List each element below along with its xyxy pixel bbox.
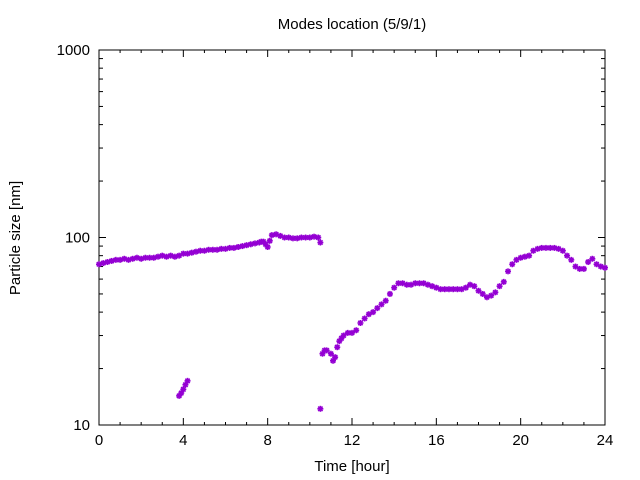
data-point: [454, 286, 461, 293]
data-point: [266, 237, 273, 244]
data-point: [180, 386, 187, 393]
data-point: [334, 344, 341, 351]
y-tick-label: 10: [73, 417, 90, 434]
data-point: [505, 268, 512, 275]
data-point: [317, 239, 324, 246]
data-point: [526, 252, 533, 259]
data-point: [340, 332, 347, 339]
data-point: [357, 319, 364, 326]
data-point: [205, 246, 212, 253]
data-point: [171, 253, 178, 260]
data-point: [353, 327, 360, 334]
plot-area: [98, 49, 606, 426]
data-point: [184, 377, 191, 384]
data-point: [559, 247, 566, 254]
y-tick-label: 1000: [57, 42, 90, 59]
data-point: [96, 261, 102, 268]
x-tick-label: 12: [344, 432, 361, 449]
minor-ticks: [99, 50, 605, 425]
data-point: [509, 261, 516, 268]
y-axis: 10 100 1000: [57, 42, 605, 434]
data-point: [382, 297, 389, 304]
data-point: [462, 284, 469, 291]
data-point: [155, 253, 162, 260]
data-points: [96, 231, 608, 412]
data-point: [572, 263, 579, 270]
x-axis-label: Time [hour]: [314, 458, 389, 475]
x-tick-label: 4: [179, 432, 187, 449]
data-point: [218, 245, 225, 252]
x-tick-label: 24: [597, 432, 614, 449]
chart-title: Modes location (5/9/1): [278, 16, 426, 33]
data-point: [315, 234, 322, 241]
data-point: [580, 265, 587, 272]
y-axis-label: Particle size [nm]: [7, 181, 24, 295]
data-point: [311, 233, 318, 240]
data-point: [163, 253, 170, 260]
data-point: [317, 405, 324, 412]
data-point: [471, 283, 478, 290]
data-point: [374, 305, 381, 312]
data-point: [496, 283, 503, 290]
x-axis: 0 4 8 12 16 20 24: [95, 50, 614, 449]
data-point: [492, 289, 499, 296]
y-tick-label: 100: [65, 230, 90, 247]
data-point: [361, 315, 368, 322]
data-point: [264, 243, 271, 250]
data-point: [391, 284, 398, 291]
data-point: [252, 240, 259, 247]
data-point: [568, 256, 575, 263]
data-point: [327, 350, 334, 357]
data-point: [542, 244, 549, 251]
data-point: [585, 259, 592, 266]
data-point: [602, 264, 608, 271]
data-point: [564, 252, 571, 259]
data-point: [395, 280, 402, 287]
x-tick-label: 20: [512, 432, 529, 449]
x-tick-label: 16: [428, 432, 445, 449]
data-point: [475, 287, 482, 294]
data-point: [479, 290, 486, 297]
data-point: [370, 309, 377, 316]
data-point: [500, 278, 507, 285]
data-point: [332, 354, 339, 361]
data-point: [298, 234, 305, 241]
data-point: [323, 347, 330, 354]
data-point: [445, 286, 452, 293]
data-point: [349, 329, 355, 336]
data-point: [378, 301, 385, 308]
x-tick-label: 0: [95, 432, 103, 449]
data-point: [593, 261, 600, 268]
data-point: [589, 255, 596, 262]
data-point: [386, 290, 393, 297]
data-point: [488, 292, 495, 299]
data-point: [214, 246, 221, 253]
data-point: [538, 244, 545, 251]
x-tick-label: 8: [263, 432, 271, 449]
